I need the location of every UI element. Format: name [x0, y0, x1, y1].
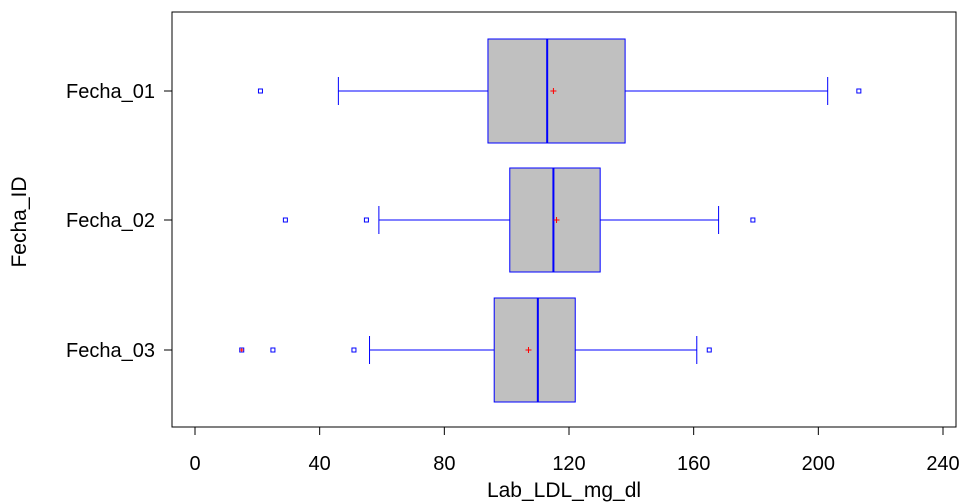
y-axis: Fecha_01 Fecha_02 Fecha_03 [66, 81, 172, 362]
y-category-label: Fecha_03 [66, 340, 155, 362]
outlier-point [257, 88, 263, 94]
outlier-point [750, 217, 756, 223]
x-tick-label: 120 [552, 453, 585, 475]
y-category-label: Fecha_01 [66, 81, 155, 103]
outlier-point [706, 347, 712, 353]
x-tick-label: 0 [189, 453, 200, 475]
y-axis-title: Fecha_ID [8, 176, 31, 267]
x-axis-title: Lab_LDL_mg_dl [487, 479, 641, 502]
box-Fecha_01 [257, 38, 862, 144]
x-tick-label: 80 [433, 453, 455, 475]
x-tick-label: 200 [802, 453, 835, 475]
outlier-point [856, 88, 862, 94]
x-axis: 0 40 80 120 160 200 240 [189, 427, 960, 475]
outlier-point [270, 347, 276, 353]
outlier-point [282, 217, 288, 223]
outlier-point [363, 217, 369, 223]
iqr-box [487, 38, 626, 144]
x-tick-label: 160 [677, 453, 710, 475]
box-Fecha_03 [239, 297, 712, 403]
outlier-point [351, 347, 357, 353]
iqr-box [493, 297, 576, 403]
x-tick-label: 40 [309, 453, 331, 475]
boxes-layer [239, 38, 862, 403]
x-tick-label: 240 [926, 453, 959, 475]
y-category-label: Fecha_02 [66, 210, 155, 232]
box-Fecha_02 [282, 167, 756, 273]
